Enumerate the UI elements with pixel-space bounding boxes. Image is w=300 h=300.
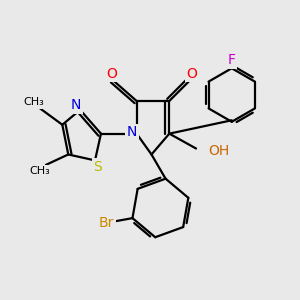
Text: S: S [94, 160, 102, 174]
Text: Br: Br [99, 216, 114, 230]
Text: O: O [106, 67, 117, 81]
Text: O: O [186, 67, 197, 81]
Text: N: N [70, 98, 81, 112]
Text: F: F [228, 53, 236, 67]
Text: OH: OH [208, 145, 230, 158]
Text: CH₃: CH₃ [29, 167, 50, 176]
Text: CH₃: CH₃ [23, 98, 44, 107]
Text: N: N [127, 125, 137, 139]
